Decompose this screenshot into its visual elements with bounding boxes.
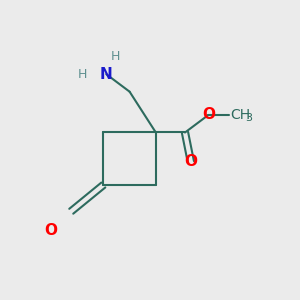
Text: O: O xyxy=(202,107,215,122)
Text: O: O xyxy=(44,223,57,238)
Text: H: H xyxy=(110,50,120,63)
Text: O: O xyxy=(184,154,197,169)
Text: N: N xyxy=(100,67,112,82)
Text: 3: 3 xyxy=(245,113,252,123)
Text: CH: CH xyxy=(230,108,250,122)
Text: H: H xyxy=(78,68,88,81)
